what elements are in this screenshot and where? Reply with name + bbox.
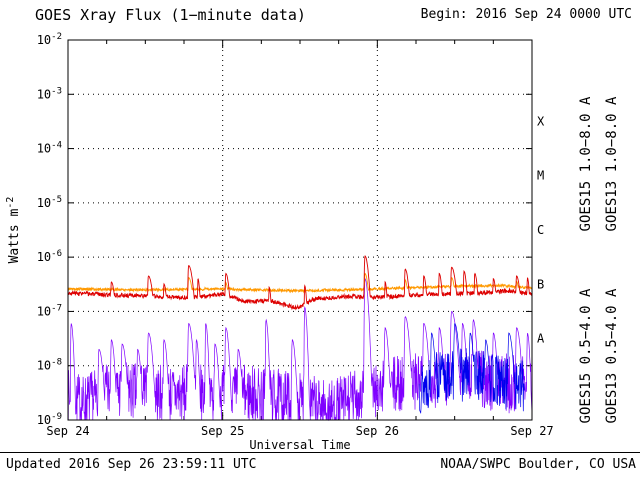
series-goes15-1.0-8.0-a bbox=[67, 255, 533, 311]
flare-class-label: C bbox=[537, 223, 544, 237]
plot-frame bbox=[67, 39, 533, 421]
x-tick-label: Sep 26 bbox=[356, 424, 399, 438]
series-goes13-0.5-4.0-a bbox=[418, 323, 525, 414]
series-goes13-1.0-8.0-a bbox=[67, 272, 533, 294]
y-tick-label: 10-8 bbox=[37, 358, 62, 373]
y-tick-label: 10-7 bbox=[37, 303, 62, 318]
y-tick-label: 10-4 bbox=[37, 141, 62, 156]
y-tick-label: 10-9 bbox=[37, 412, 62, 427]
y-tick-label: 10-3 bbox=[37, 86, 62, 101]
flare-class-label: M bbox=[537, 169, 544, 183]
begin-label: Begin: 2016 Sep 24 0000 UTC bbox=[421, 7, 632, 22]
x-tick-label: Sep 25 bbox=[201, 424, 244, 438]
y-tick-label: 10-6 bbox=[37, 249, 62, 264]
right-label-goes13-long: GOES13 1.0−8.0 A bbox=[604, 96, 620, 231]
y-axis-title: Watts m-2 bbox=[5, 197, 22, 264]
source-credit: NOAA/SWPC Boulder, CO USA bbox=[440, 457, 636, 472]
y-tick-label: 10-5 bbox=[37, 195, 62, 210]
x-axis-title: Universal Time bbox=[249, 438, 350, 452]
updated-timestamp: Updated 2016 Sep 26 23:59:11 UTC bbox=[6, 457, 256, 472]
right-label-goes13-short: GOES13 0.5−4.0 A bbox=[604, 288, 620, 423]
flare-class-label: X bbox=[537, 114, 545, 128]
page-title: GOES Xray Flux (1−minute data) bbox=[35, 6, 306, 24]
flare-class-label: B bbox=[537, 277, 544, 291]
y-tick-label: 10-2 bbox=[37, 32, 62, 47]
right-label-goes15-long: GOES15 1.0−8.0 A bbox=[578, 96, 594, 231]
right-label-goes15-short: GOES15 0.5−4.0 A bbox=[578, 288, 594, 423]
series-goes15-0.5-4.0-a bbox=[67, 277, 533, 422]
x-tick-label: Sep 24 bbox=[46, 424, 89, 438]
x-tick-label: Sep 27 bbox=[510, 424, 553, 438]
flare-class-label: A bbox=[537, 332, 545, 346]
